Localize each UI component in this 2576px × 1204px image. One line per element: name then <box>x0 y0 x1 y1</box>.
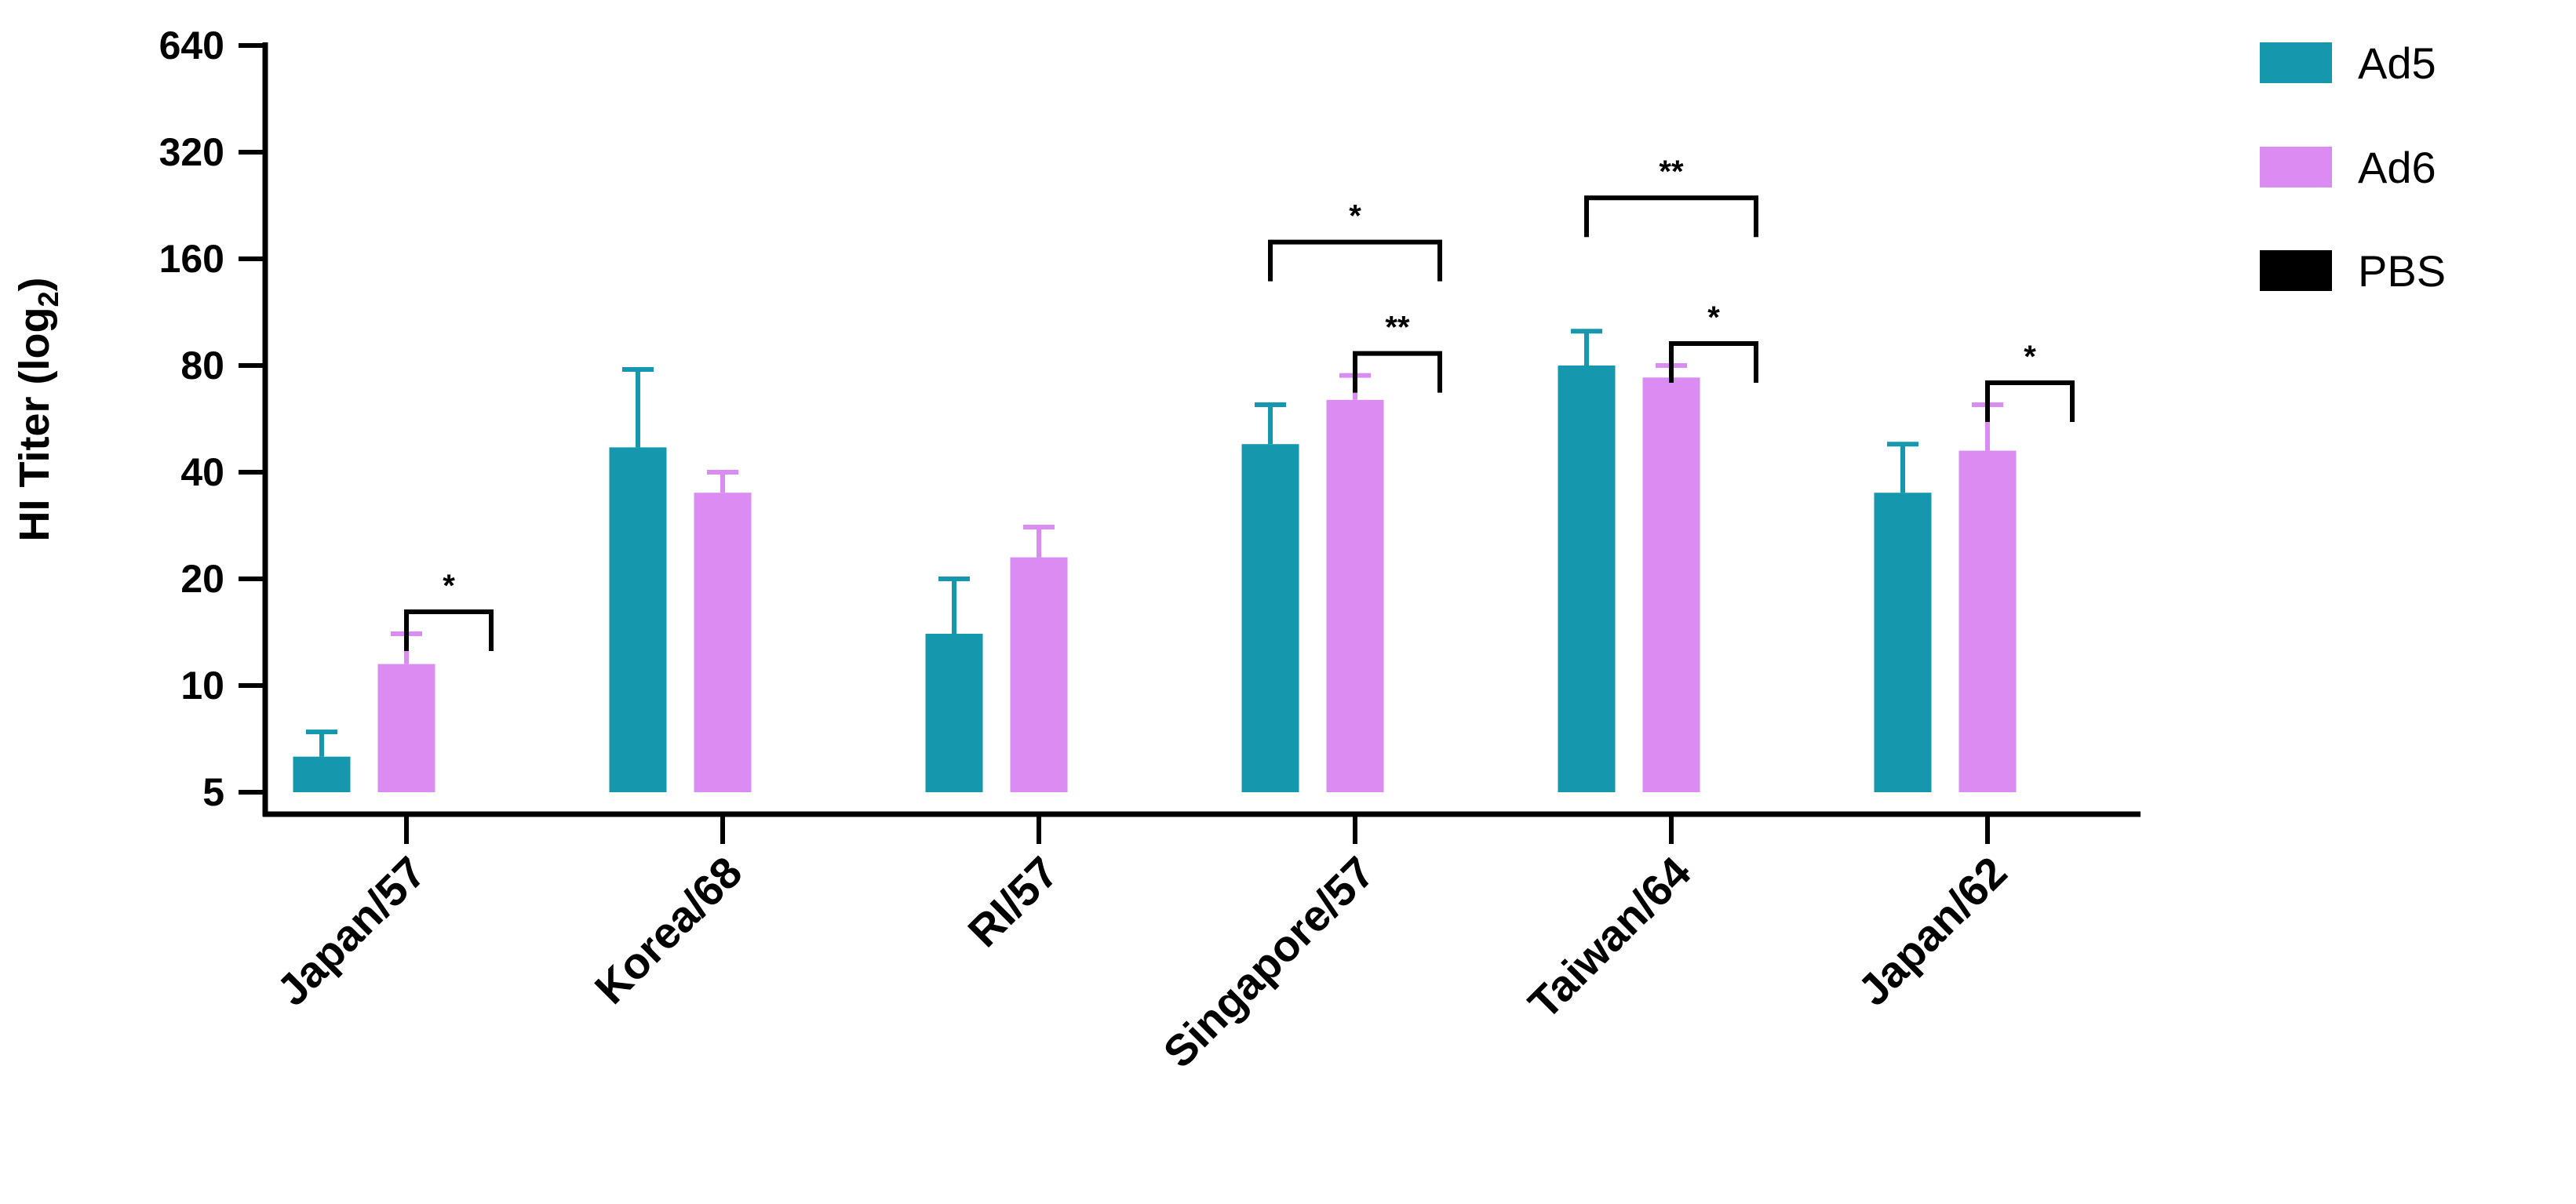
legend-swatch-pbs <box>2260 250 2332 291</box>
bar-ad5 <box>609 447 667 792</box>
significance-bracket <box>1669 341 1758 383</box>
significance-label: * <box>1707 300 1720 335</box>
y-tick-label: 160 <box>159 237 224 281</box>
significance-label: * <box>2024 340 2036 374</box>
y-tick-label: 80 <box>180 344 224 387</box>
bar-ad6 <box>377 664 435 792</box>
bar-ad5 <box>1874 493 1932 792</box>
significance-bracket <box>404 609 494 651</box>
bar-ad5 <box>293 756 351 792</box>
bar-ad6 <box>1326 399 1384 792</box>
legend-swatch-ad5 <box>2260 42 2332 83</box>
x-tick-label: RI/57 <box>958 847 1067 956</box>
legend-label-pbs: PBS <box>2358 246 2446 296</box>
significance-label: ** <box>1659 155 1684 189</box>
y-tick-label: 10 <box>180 664 224 707</box>
significance-bracket <box>1353 351 1442 393</box>
y-tick-label: 20 <box>180 557 224 601</box>
legend: Ad5 Ad6 PBS <box>2260 38 2446 296</box>
y-axis-title-subscript: 2 <box>32 291 64 307</box>
significance-label: * <box>1349 199 1361 234</box>
bar-ad6 <box>1010 557 1068 792</box>
bar-ad6 <box>694 493 752 792</box>
x-tick-label: Singapore/57 <box>1153 847 1383 1077</box>
significance-bracket <box>1985 380 2075 423</box>
x-tick-label: Taiwan/64 <box>1519 847 1700 1028</box>
y-axis-title-main: HI Titer (log <box>11 307 58 542</box>
significance-bracket <box>1268 239 1442 282</box>
significance-bracket <box>1584 195 1758 238</box>
svg-text:HI Titer (log2): HI Titer (log2) <box>11 277 64 541</box>
significance-label: * <box>443 569 455 603</box>
x-tick-label: Japan/57 <box>267 847 435 1015</box>
y-tick-label: 640 <box>159 24 224 67</box>
plot-area: 5 10 20 40 80 160 320 640 Japan/57 Korea/68 RI/57 S… <box>159 24 2141 1077</box>
x-tick-label: Japan/62 <box>1848 847 2016 1015</box>
y-tick-label: 5 <box>202 770 224 814</box>
legend-label-ad5: Ad5 <box>2358 38 2436 88</box>
legend-label-ad6: Ad6 <box>2358 143 2436 192</box>
bar-ad5 <box>1558 366 1616 792</box>
legend-swatch-ad6 <box>2260 147 2332 187</box>
y-tick-label: 320 <box>159 130 224 174</box>
bar-ad5 <box>1241 444 1299 792</box>
y-axis-title: HI Titer (log2) <box>11 277 64 541</box>
y-tick-label: 40 <box>180 450 224 494</box>
x-tick-label: Korea/68 <box>585 847 752 1013</box>
bar-ad6 <box>1642 377 1700 792</box>
y-axis-title-end: ) <box>11 277 58 291</box>
bar-ad5 <box>925 633 983 792</box>
bar-ad6 <box>1958 450 2017 792</box>
significance-label: ** <box>1385 311 1410 345</box>
